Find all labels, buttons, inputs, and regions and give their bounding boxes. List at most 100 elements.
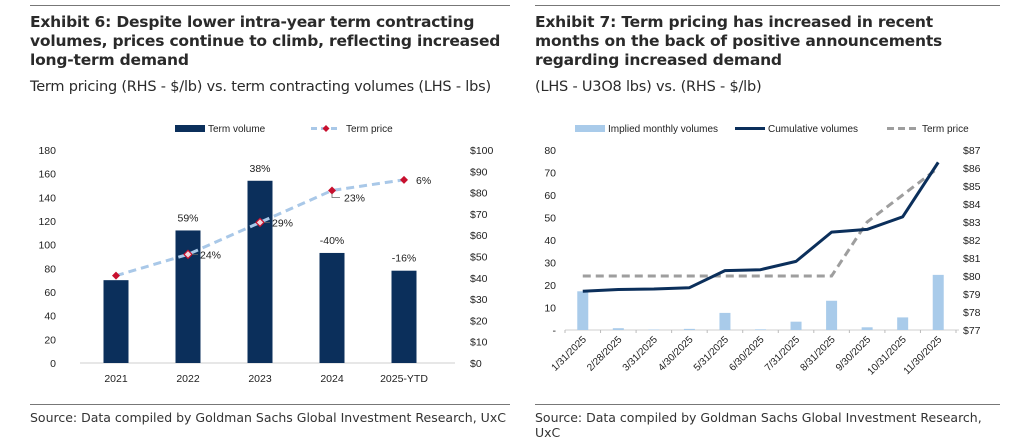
left-axis-tick: 20	[44, 334, 56, 346]
bar-implied-monthly-volume	[684, 329, 695, 330]
legend-marker-term-price	[323, 125, 330, 132]
left-axis-tick: 0	[50, 358, 56, 370]
legend-label-term-volume: Term volume	[208, 124, 266, 135]
bar-implied-monthly-volume	[897, 317, 908, 330]
left-axis-tick: 120	[38, 216, 56, 228]
legend-swatch-implied-monthly-volumes	[575, 125, 605, 132]
right-axis-tick: $87	[963, 145, 981, 157]
line-cumulative-volumes	[583, 162, 938, 291]
bar-data-label: -16%	[392, 253, 417, 265]
bar-implied-monthly-volume	[577, 291, 588, 330]
x-axis-tick: 2025-YTD	[380, 373, 428, 385]
exhibit-7-chart: Implied monthly volumes Cumulative volume…	[535, 110, 1000, 400]
right-axis-tick: $83	[963, 217, 981, 229]
exhibit-7-title: Exhibit 7: Term pricing has increased in…	[535, 13, 1000, 70]
marker-term-price	[400, 176, 408, 184]
bar-term-volume	[248, 181, 273, 363]
bottom-rule	[535, 404, 1000, 405]
legend-label-implied-monthly-volumes: Implied monthly volumes	[608, 124, 718, 135]
x-axis-tick: 2022	[176, 373, 200, 385]
left-axis-tick: 60	[44, 287, 56, 299]
right-axis-tick: $79	[963, 289, 981, 301]
right-axis-tick: $82	[963, 235, 981, 247]
legend-label-term-price: Term price	[922, 124, 969, 135]
bar-term-volume	[320, 253, 345, 363]
bar-data-label: 38%	[249, 163, 270, 175]
left-axis-tick: 10	[544, 303, 556, 315]
right-axis-tick: $84	[963, 199, 981, 211]
bar-implied-monthly-volume	[862, 327, 873, 330]
right-axis-tick: $60	[470, 230, 488, 242]
x-axis-tick: 4/30/2025	[656, 334, 696, 374]
legend-label-cumulative-volumes: Cumulative volumes	[768, 124, 858, 135]
price-data-label: 24%	[200, 249, 221, 261]
bar-data-label: -40%	[320, 235, 345, 247]
exhibit-7-subtitle: (LHS - U3O8 lbs) vs. (RHS - $/lb)	[535, 79, 1000, 95]
x-axis-tick: 8/31/2025	[798, 334, 838, 374]
right-axis-tick: $70	[470, 209, 488, 221]
x-axis-tick: 6/30/2025	[727, 334, 767, 374]
x-axis-tick: 2023	[248, 373, 272, 385]
right-axis-tick: $10	[470, 337, 488, 349]
exhibit-6-panel: Exhibit 6: Despite lower intra-year term…	[30, 0, 510, 434]
right-axis-tick: $100	[470, 145, 494, 157]
left-axis-tick: 180	[38, 145, 56, 157]
x-axis-tick: 1/31/2025	[550, 334, 590, 374]
bar-implied-monthly-volume	[613, 328, 624, 330]
x-axis-tick: 5/31/2025	[692, 334, 732, 374]
left-axis-tick: 80	[44, 263, 56, 275]
x-axis-tick: 2021	[104, 373, 128, 385]
right-axis-tick: $80	[470, 188, 488, 200]
left-axis-tick: 30	[544, 258, 556, 270]
left-axis-tick: 80	[544, 145, 556, 157]
price-data-label: 23%	[344, 192, 365, 204]
x-axis-tick: 7/31/2025	[763, 334, 803, 374]
left-axis-tick: 20	[544, 280, 556, 292]
bar-data-label: 59%	[177, 212, 198, 224]
exhibit-6-title: Exhibit 6: Despite lower intra-year term…	[30, 13, 510, 70]
left-axis-tick: 140	[38, 192, 56, 204]
right-axis-tick: $30	[470, 294, 488, 306]
legend-label-term-price: Term price	[346, 124, 393, 135]
right-axis-tick: $50	[470, 252, 488, 264]
legend-swatch-term-volume	[175, 125, 205, 132]
left-axis-tick: 100	[38, 240, 56, 252]
right-axis-tick: $85	[963, 181, 981, 193]
bar-implied-monthly-volume	[755, 329, 766, 330]
price-data-label: 29%	[272, 217, 293, 229]
bar-term-volume	[104, 280, 129, 363]
top-rule	[30, 5, 510, 6]
right-axis-tick: $86	[963, 163, 981, 175]
left-axis-tick: 160	[38, 169, 56, 181]
x-axis-tick: 2024	[320, 373, 344, 385]
marker-term-price	[112, 272, 120, 280]
right-axis-tick: $0	[470, 358, 482, 370]
right-axis-tick: $20	[470, 315, 488, 327]
left-axis-tick: -	[553, 325, 557, 337]
right-axis-tick: $81	[963, 253, 981, 265]
bottom-rule	[30, 404, 510, 405]
x-axis-tick: 3/31/2025	[621, 334, 661, 374]
bar-implied-monthly-volume	[826, 301, 837, 330]
left-axis-tick: 40	[544, 235, 556, 247]
left-axis-tick: 70	[544, 168, 556, 180]
price-data-label: 6%	[416, 175, 431, 187]
x-axis-tick: 2/28/2025	[585, 334, 625, 374]
bar-implied-monthly-volume	[791, 322, 802, 330]
right-axis-tick: $90	[470, 166, 488, 178]
right-axis-tick: $78	[963, 307, 981, 319]
top-rule	[535, 5, 1000, 6]
right-axis-tick: $40	[470, 273, 488, 285]
bar-implied-monthly-volume	[933, 275, 944, 330]
right-axis-tick: $77	[963, 325, 981, 337]
exhibit-6-source: Source: Data compiled by Goldman Sachs G…	[30, 410, 506, 425]
right-axis-tick: $80	[963, 271, 981, 283]
exhibit-7-panel: Exhibit 7: Term pricing has increased in…	[535, 0, 1000, 434]
x-axis-tick: 11/30/2025	[902, 334, 945, 377]
left-axis-tick: 60	[544, 190, 556, 202]
label-leader	[332, 193, 340, 197]
left-axis-tick: 50	[544, 213, 556, 225]
exhibit-6-subtitle: Term pricing (RHS - $/lb) vs. term contr…	[30, 79, 510, 95]
exhibit-7-source: Source: Data compiled by Goldman Sachs G…	[535, 410, 1000, 440]
